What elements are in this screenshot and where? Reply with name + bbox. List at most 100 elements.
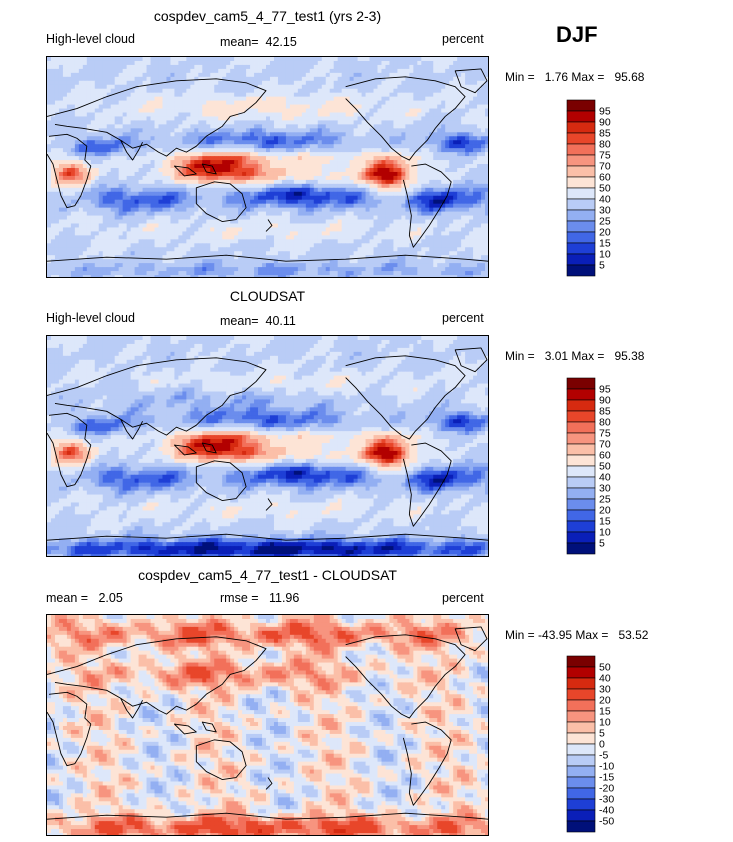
colorbar-swatch [566, 154, 596, 167]
panel1-field-name: High-level cloud [46, 32, 135, 46]
colorbar-swatch [566, 465, 596, 478]
panel2-field-name: High-level cloud [46, 311, 135, 325]
colorbar-swatch [566, 231, 596, 244]
colorbar-label: 40 [599, 673, 611, 685]
colorbar-label: 20 [599, 695, 611, 707]
panel3-mean-value: 2.05 [98, 591, 123, 605]
panel3-rmse-label: rmse = [220, 591, 259, 605]
colorbar-swatch [566, 487, 596, 500]
panel1-mean-value: 42.15 [265, 35, 297, 49]
colorbar-label: 90 [599, 395, 611, 407]
colorbar-swatch [566, 776, 596, 789]
colorbar-swatch [566, 809, 596, 822]
colorbar-label: -50 [599, 816, 614, 828]
colorbar-swatch [566, 754, 596, 767]
panel2-unit: percent [442, 311, 484, 325]
colorbar-swatch [566, 666, 596, 679]
colorbar-label: 30 [599, 684, 611, 696]
colorbar-swatch [566, 121, 596, 134]
colorbar-swatch [566, 655, 596, 668]
colorbar-label: 15 [599, 516, 611, 528]
panel1-title: cospdev_cam5_4_77_test1 (yrs 2-3) [153, 8, 382, 24]
panel3-mean: mean = 2.05 [46, 591, 123, 605]
colorbar-label: -5 [599, 750, 608, 762]
colorbar-swatch [566, 732, 596, 745]
colorbar-swatch [566, 377, 596, 390]
panel1-minmax: Min = 1.76 Max = 95.68 [505, 70, 644, 84]
colorbar-label: 25 [599, 216, 611, 228]
colorbar-swatch [566, 165, 596, 178]
colorbar-swatch [566, 498, 596, 511]
colorbar-label: 50 [599, 461, 611, 473]
colorbar-swatch [566, 264, 596, 277]
colorbar-label: 60 [599, 172, 611, 184]
panel3-min-label: Min = [505, 628, 535, 642]
colorbar-swatch [566, 253, 596, 266]
colorbar-label: 50 [599, 183, 611, 195]
colorbar-label: 80 [599, 139, 611, 151]
colorbar-swatch [566, 531, 596, 544]
colorbar-swatch [566, 820, 596, 833]
colorbar-swatch [566, 242, 596, 255]
colorbar-label: 95 [599, 106, 611, 118]
colorbar-label: 90 [599, 117, 611, 129]
colorbar-label: 15 [599, 238, 611, 250]
colorbar-label: 20 [599, 227, 611, 239]
colorbar-swatch [566, 787, 596, 800]
colorbar-swatch [566, 99, 596, 112]
panel1-min-value: 1.76 [544, 70, 569, 84]
colorbar-swatch [566, 743, 596, 756]
panel1-colorbar: 95 90 85 80 75 70 60 50 40 30 25 20 15 10 5 [566, 99, 627, 277]
colorbar-label: 30 [599, 483, 611, 495]
colorbar-swatch [566, 220, 596, 233]
panel3-min-value: -43.95 [538, 628, 573, 642]
panel3-max-value: 53.52 [618, 628, 649, 642]
panel3-mean-label: mean = [46, 591, 89, 605]
colorbar-swatch [566, 209, 596, 222]
panel2-min-value: 3.01 [544, 349, 569, 363]
panel1-max-label: Max = [571, 70, 605, 84]
colorbar-swatch [566, 399, 596, 412]
colorbar-swatch [566, 509, 596, 522]
colorbar-swatch [566, 176, 596, 189]
colorbar-label: -20 [599, 783, 614, 795]
panel3-max-label: Max = [575, 628, 609, 642]
colorbar-label: 5 [599, 538, 605, 550]
colorbar-label: 15 [599, 706, 611, 718]
colorbar-swatch [566, 132, 596, 145]
colorbar-label: -15 [599, 772, 614, 784]
panel3-rmse: rmse = 11.96 [220, 591, 299, 605]
colorbar-label: 30 [599, 205, 611, 217]
colorbar-swatch [566, 410, 596, 423]
panel2-mean-value: 40.11 [265, 314, 296, 328]
colorbar-label: 75 [599, 150, 611, 162]
panel1-map [46, 56, 489, 278]
colorbar-label: 60 [599, 450, 611, 462]
colorbar-swatch [566, 432, 596, 445]
colorbar-swatch [566, 110, 596, 123]
colorbar-label: -30 [599, 794, 614, 806]
panel3-minmax: Min = -43.95 Max = 53.52 [505, 628, 648, 642]
colorbar-label: -10 [599, 761, 614, 773]
colorbar-label: 10 [599, 527, 611, 539]
panel3-colorbar: 50 40 30 20 15 10 5 0 -5 -10 -15 -20 -30 -40 -50 [566, 655, 627, 833]
colorbar-label: 10 [599, 249, 611, 261]
colorbar-swatch [566, 520, 596, 533]
colorbar-swatch [566, 688, 596, 701]
panel2-mean: mean= 40.11 [220, 314, 296, 328]
panel1-unit: percent [442, 32, 484, 46]
colorbar-label: 40 [599, 472, 611, 484]
panel2-max-label: Max = [571, 349, 605, 363]
colorbar-swatch [566, 388, 596, 401]
colorbar-swatch [566, 198, 596, 211]
colorbar-label: 25 [599, 494, 611, 506]
colorbar-label: 95 [599, 384, 611, 396]
colorbar-swatch [566, 699, 596, 712]
panel3-map [46, 614, 489, 836]
panel2-mean-label: mean= [220, 314, 259, 328]
season-label: DJF [556, 22, 598, 47]
panel3-contour-map [47, 615, 488, 835]
colorbar-swatch [566, 798, 596, 811]
colorbar-label: 70 [599, 439, 611, 451]
colorbar-label: 5 [599, 260, 605, 272]
